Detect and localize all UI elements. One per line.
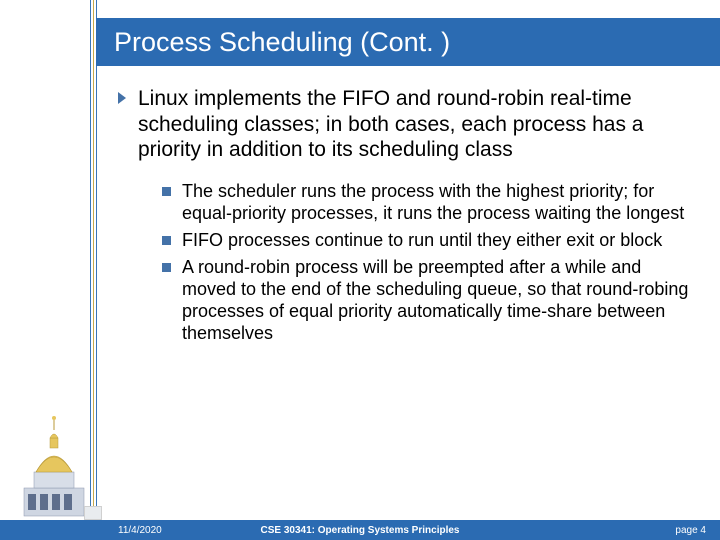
rail-line-blue-1	[90, 0, 91, 540]
rail-line-blue-2	[96, 0, 97, 540]
content-area: Linux implements the FIFO and round-robi…	[118, 86, 698, 350]
title-bar: Process Scheduling (Cont. )	[96, 18, 720, 66]
slide-root: Process Scheduling (Cont. ) Linux implem…	[0, 0, 720, 540]
footer-date: 11/4/2020	[118, 525, 162, 536]
sub-bullet: FIFO processes continue to run until the…	[162, 230, 698, 252]
footer-course: CSE 30341: Operating Systems Principles	[261, 525, 460, 536]
sub-bullet: The scheduler runs the process with the …	[162, 181, 698, 225]
sub-bullet-list: The scheduler runs the process with the …	[118, 181, 698, 345]
accent-box-icon	[84, 506, 102, 520]
footer-page: page 4	[675, 525, 706, 536]
slide-title: Process Scheduling (Cont. )	[114, 27, 450, 58]
sub-bullet: A round-robin process will be preempted …	[162, 257, 698, 345]
dome-logo	[22, 410, 86, 518]
rail-line-yellow	[93, 0, 94, 540]
footer-bar: 11/4/2020 CSE 30341: Operating Systems P…	[0, 520, 720, 540]
main-bullet: Linux implements the FIFO and round-robi…	[118, 86, 698, 163]
